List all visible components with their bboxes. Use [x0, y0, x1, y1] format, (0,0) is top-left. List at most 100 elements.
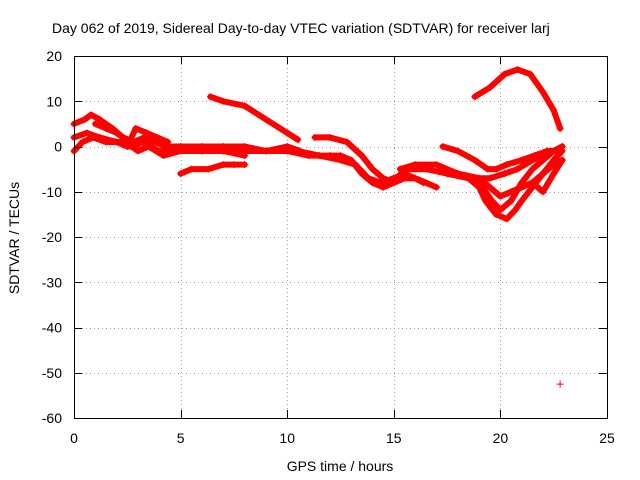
- data-point: [513, 165, 521, 173]
- data-point: [294, 147, 302, 155]
- data-point: [481, 197, 489, 205]
- y-tick-label: -60: [42, 410, 62, 426]
- data-point: [91, 120, 99, 128]
- x-tick-label: 25: [599, 430, 615, 446]
- data-point: [526, 70, 534, 78]
- data-point: [125, 138, 133, 146]
- data-point: [432, 183, 440, 191]
- data-point: [283, 147, 291, 155]
- data-point: [128, 143, 136, 150]
- data-point: [496, 206, 504, 214]
- data-point: [204, 165, 212, 173]
- data-point: [464, 174, 472, 182]
- data-point: [230, 161, 238, 169]
- data-point: [471, 156, 479, 164]
- series-track-6: [206, 93, 302, 144]
- x-tick-label: 0: [70, 430, 78, 446]
- data-point: [81, 115, 89, 123]
- data-point: [503, 215, 511, 223]
- data-point: [145, 143, 153, 150]
- data-point: [396, 165, 404, 173]
- data-point: [390, 174, 398, 182]
- tick-layer: 0 5 10 15 20 25 20 10 0 -10 -20 -30 -40 -50 -60: [42, 48, 615, 446]
- y-tick-label: -30: [42, 274, 62, 290]
- data-point: [177, 147, 185, 155]
- data-point: [411, 161, 419, 169]
- data-point: [164, 138, 172, 146]
- data-point: [153, 133, 161, 141]
- data-point: [142, 129, 150, 137]
- data-point: [315, 152, 323, 160]
- series-track: [207, 93, 301, 143]
- data-point: [531, 152, 539, 160]
- data-point: [198, 147, 206, 155]
- series-track-15: [471, 66, 564, 132]
- series-layer: [70, 66, 566, 388]
- series-track-4: [91, 120, 172, 146]
- data-point: [556, 124, 564, 132]
- data-point: [96, 115, 104, 123]
- series-track-1: [70, 111, 249, 150]
- data-point: [484, 165, 492, 173]
- x-tick-label: 5: [177, 430, 185, 446]
- data-point: [443, 170, 451, 178]
- data-point: [294, 136, 302, 144]
- x-tick-label: 20: [493, 430, 509, 446]
- data-point: [550, 106, 558, 114]
- data-point: [486, 84, 494, 92]
- x-tick-label: 10: [279, 430, 295, 446]
- data-point: [501, 70, 509, 78]
- data-point: [368, 165, 376, 173]
- data-point: [496, 192, 504, 200]
- data-point: [539, 88, 547, 96]
- data-point: [326, 133, 334, 141]
- data-point: [486, 183, 494, 191]
- y-axis-label: SDTVAR / TECUs: [6, 182, 22, 294]
- data-point: [113, 129, 121, 137]
- data-point: [283, 129, 291, 137]
- series-track-14: [439, 143, 564, 173]
- data-point: [83, 129, 91, 137]
- data-point: [501, 170, 509, 178]
- data-point: [177, 170, 185, 178]
- chart-title: Day 062 of 2019, Sidereal Day-to-day VTE…: [52, 20, 550, 36]
- data-point: [513, 66, 521, 74]
- y-tick-label: -20: [42, 229, 62, 245]
- series-track: [439, 143, 564, 173]
- grid-layer: [74, 56, 607, 418]
- data-point: [134, 147, 142, 155]
- data-point: [528, 165, 536, 173]
- data-point: [550, 170, 558, 178]
- data-point: [556, 147, 564, 155]
- data-point: [117, 138, 125, 146]
- data-point: [311, 133, 319, 141]
- y-tick-label: -40: [42, 320, 62, 336]
- data-point: [539, 188, 547, 196]
- data-point: [187, 165, 195, 173]
- data-point: [138, 138, 146, 146]
- series-track: [71, 111, 248, 150]
- y-tick-label: 10: [46, 93, 62, 109]
- data-point: [558, 143, 566, 150]
- data-point: [351, 161, 359, 169]
- data-point: [492, 210, 500, 218]
- data-point: [558, 156, 566, 164]
- series-track: [529, 157, 566, 195]
- data-point: [377, 179, 385, 187]
- data-point: [262, 115, 270, 123]
- data-point: [241, 143, 249, 150]
- data-point: [486, 174, 494, 182]
- data-point: [556, 380, 564, 388]
- y-tick-label: -50: [42, 365, 62, 381]
- series-track: [92, 120, 171, 145]
- data-point: [488, 197, 496, 205]
- series-track: [294, 148, 427, 186]
- series-outlier: [556, 380, 564, 388]
- data-point: [241, 161, 249, 169]
- data-point: [454, 147, 462, 155]
- y-tick-label: -10: [42, 184, 62, 200]
- data-point: [439, 143, 447, 150]
- series-track: [471, 66, 564, 132]
- data-point: [422, 165, 430, 173]
